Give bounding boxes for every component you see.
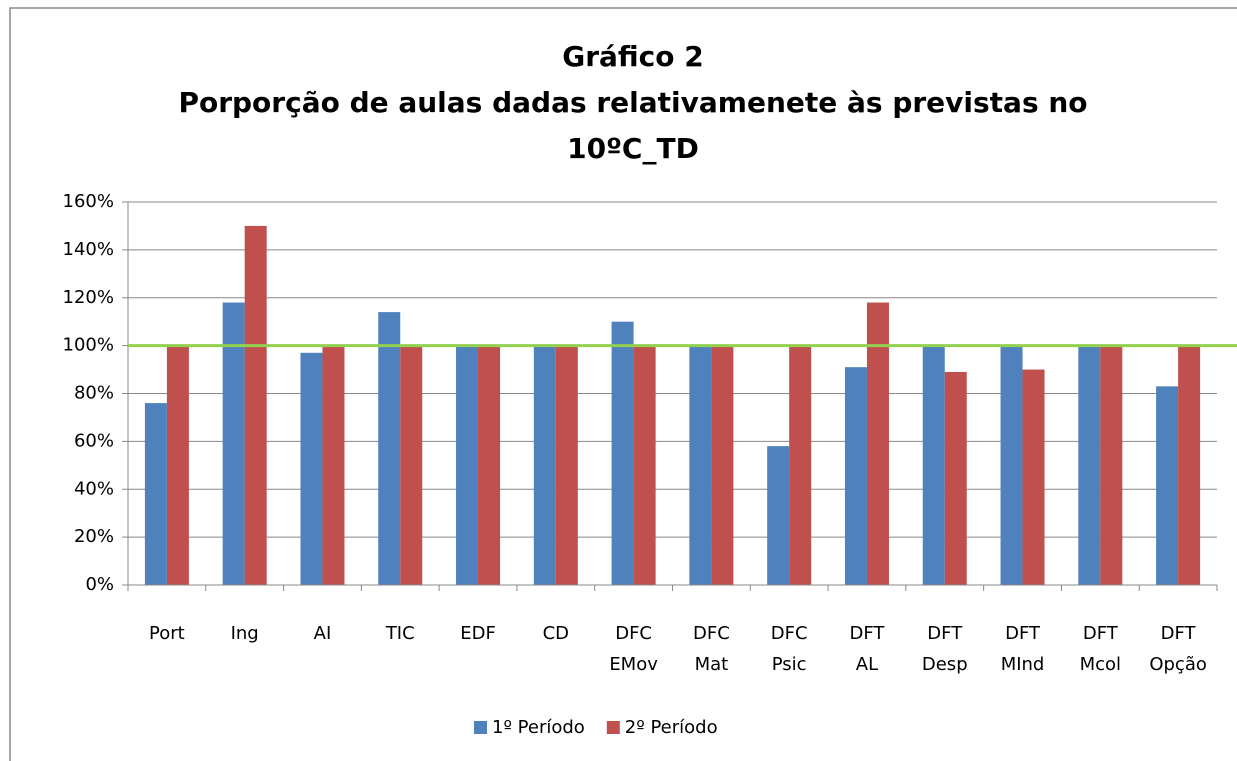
- x-tick-label-line: DFT: [1161, 623, 1197, 644]
- x-tick-label: Ing: [231, 623, 259, 644]
- bar: [300, 352, 323, 585]
- x-tick-label: Port: [149, 623, 185, 644]
- bar: [378, 312, 401, 585]
- x-tick-label: CD: [543, 623, 569, 644]
- x-tick-label-line: EMov: [609, 654, 658, 675]
- x-tick-label-line: TIC: [385, 623, 415, 644]
- y-tick-label: 0%: [85, 574, 114, 595]
- chart-title: Gráfico 2: [562, 40, 704, 73]
- x-tick-label: DFT Mcol: [1080, 623, 1121, 675]
- x-tick-label-line: Opção: [1149, 654, 1207, 675]
- chart-title: 10ºC_TD: [567, 132, 699, 165]
- x-tick-label: DFC Psic: [771, 623, 808, 675]
- y-tick-label: 140%: [63, 239, 114, 260]
- bar: [689, 345, 712, 585]
- bar: [767, 446, 790, 585]
- bar: [922, 345, 945, 585]
- bar: [1178, 345, 1201, 585]
- y-tick-label: 20%: [74, 526, 114, 547]
- y-tick-label: 60%: [74, 430, 114, 451]
- x-tick-label-line: Port: [149, 623, 185, 644]
- bar: [1000, 345, 1023, 585]
- bar: [1100, 345, 1123, 585]
- chart-title: Porporção de aulas dadas relativamenete …: [178, 86, 1087, 119]
- y-tick-label: 160%: [63, 191, 114, 212]
- y-tick-label: 80%: [74, 383, 114, 404]
- bar: [322, 345, 345, 585]
- x-tick-label: EDF: [460, 623, 496, 644]
- legend-label: 1º Período: [492, 717, 585, 738]
- bar: [166, 345, 189, 585]
- bar: [244, 225, 267, 585]
- x-tick-label-line: DFT: [1083, 623, 1119, 644]
- bar: [944, 371, 967, 585]
- x-tick-label-line: DFC: [615, 623, 652, 644]
- bar: [1078, 345, 1101, 585]
- x-tick-label: DFT AL: [850, 623, 886, 675]
- y-tick-label: 40%: [74, 478, 114, 499]
- legend-swatch: [474, 721, 487, 734]
- bar: [400, 345, 423, 585]
- x-tick-label-line: DFT: [927, 623, 963, 644]
- x-tick-label-line: DFC: [771, 623, 808, 644]
- y-tick-label: 100%: [63, 335, 114, 356]
- x-tick-label: DFT MInd: [1001, 623, 1045, 675]
- bar: [1156, 386, 1179, 585]
- bar: [478, 345, 501, 585]
- bar: [789, 345, 812, 585]
- x-tick-label-line: Psic: [772, 654, 807, 675]
- bar: [866, 302, 889, 585]
- x-tick-label: DFC EMov: [609, 623, 658, 675]
- bar: [711, 345, 734, 585]
- x-tick-label-line: DFC: [693, 623, 730, 644]
- bar: [144, 403, 167, 585]
- legend-label: 2º Período: [625, 717, 718, 738]
- bar: [844, 367, 867, 585]
- bar: [533, 345, 556, 585]
- x-tick-label-line: DFT: [850, 623, 886, 644]
- legend-swatch: [606, 721, 620, 734]
- x-tick-label: AI: [314, 623, 332, 644]
- bar: [222, 302, 245, 585]
- x-tick-label-line: AL: [856, 654, 878, 675]
- bar: [456, 345, 479, 585]
- x-tick-label-line: DFT: [1005, 623, 1041, 644]
- x-tick-label-line: EDF: [460, 623, 496, 644]
- x-tick-label-line: AI: [314, 623, 332, 644]
- x-tick-label-line: CD: [543, 623, 569, 644]
- bar: [611, 321, 634, 585]
- x-tick-label-line: Ing: [231, 623, 259, 644]
- bar: [555, 345, 578, 585]
- x-tick-label: TIC: [385, 623, 415, 644]
- x-tick-label: DFC Mat: [693, 623, 730, 675]
- x-tick-label: DFT Opção: [1149, 623, 1207, 675]
- x-tick-label: DFT Desp: [922, 623, 968, 675]
- x-tick-label-line: MInd: [1001, 654, 1045, 675]
- y-tick-label: 120%: [63, 287, 114, 308]
- x-tick-label-line: Mat: [695, 654, 729, 675]
- bar: [633, 345, 656, 585]
- bar: [1022, 369, 1045, 585]
- x-tick-label-line: Mcol: [1080, 654, 1121, 675]
- x-tick-label-line: Desp: [922, 654, 968, 675]
